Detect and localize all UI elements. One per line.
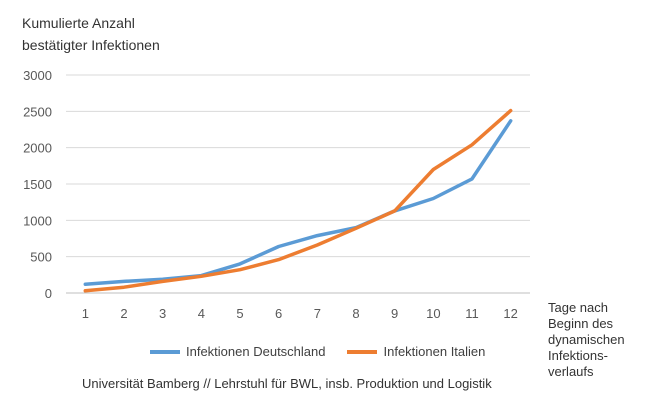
x-tick-label: 12 [503,306,517,321]
y-tick-label: 2000 [23,141,52,156]
y-tick-label: 500 [30,250,52,265]
x-axis-label: Tage nach Beginn des dynamischen Infekti… [548,300,625,379]
x-tick-label: 2 [120,306,127,321]
x-tick-label: 7 [314,306,321,321]
x-tick-label: 3 [159,306,166,321]
legend: Infektionen Deutschland Infektionen Ital… [150,344,507,359]
x-tick-label: 5 [236,306,243,321]
y-tick-label: 3000 [23,68,52,83]
series-line-italien [83,108,513,293]
y-axis-ticks: 0 500 1000 1500 2000 2500 3000 [23,68,52,301]
x-tick-label: 11 [465,306,479,321]
legend-item-italien: Infektionen Italien [347,344,485,359]
y-tick-label: 1000 [23,213,52,228]
legend-swatch-deutschland [150,349,180,354]
legend-swatch-italien [347,349,378,354]
x-tick-label: 9 [391,306,398,321]
x-tick-label: 4 [198,306,205,321]
x-tick-label: 10 [426,306,440,321]
legend-label-deutschland: Infektionen Deutschland [186,344,326,359]
legend-item-deutschland: Infektionen Deutschland [150,344,325,359]
x-tick-label: 8 [352,306,359,321]
x-axis-ticks: 1 2 3 4 5 6 7 8 9 10 11 12 [82,306,518,321]
y-tick-label: 1500 [23,177,52,192]
y-axis-label: Kumulierte Anzahl bestätigter Infektione… [22,15,160,53]
x-tick-label: 1 [82,306,89,321]
y-tick-label: 2500 [23,104,52,119]
y-tick-label: 0 [45,286,52,301]
x-tick-label: 6 [275,306,282,321]
source-credit: Universität Bamberg // Lehrstuhl für BWL… [82,376,492,391]
series-lines [83,108,513,293]
series-line-deutschland [83,119,513,287]
gridlines [66,74,530,294]
legend-label-italien: Infektionen Italien [383,344,486,359]
